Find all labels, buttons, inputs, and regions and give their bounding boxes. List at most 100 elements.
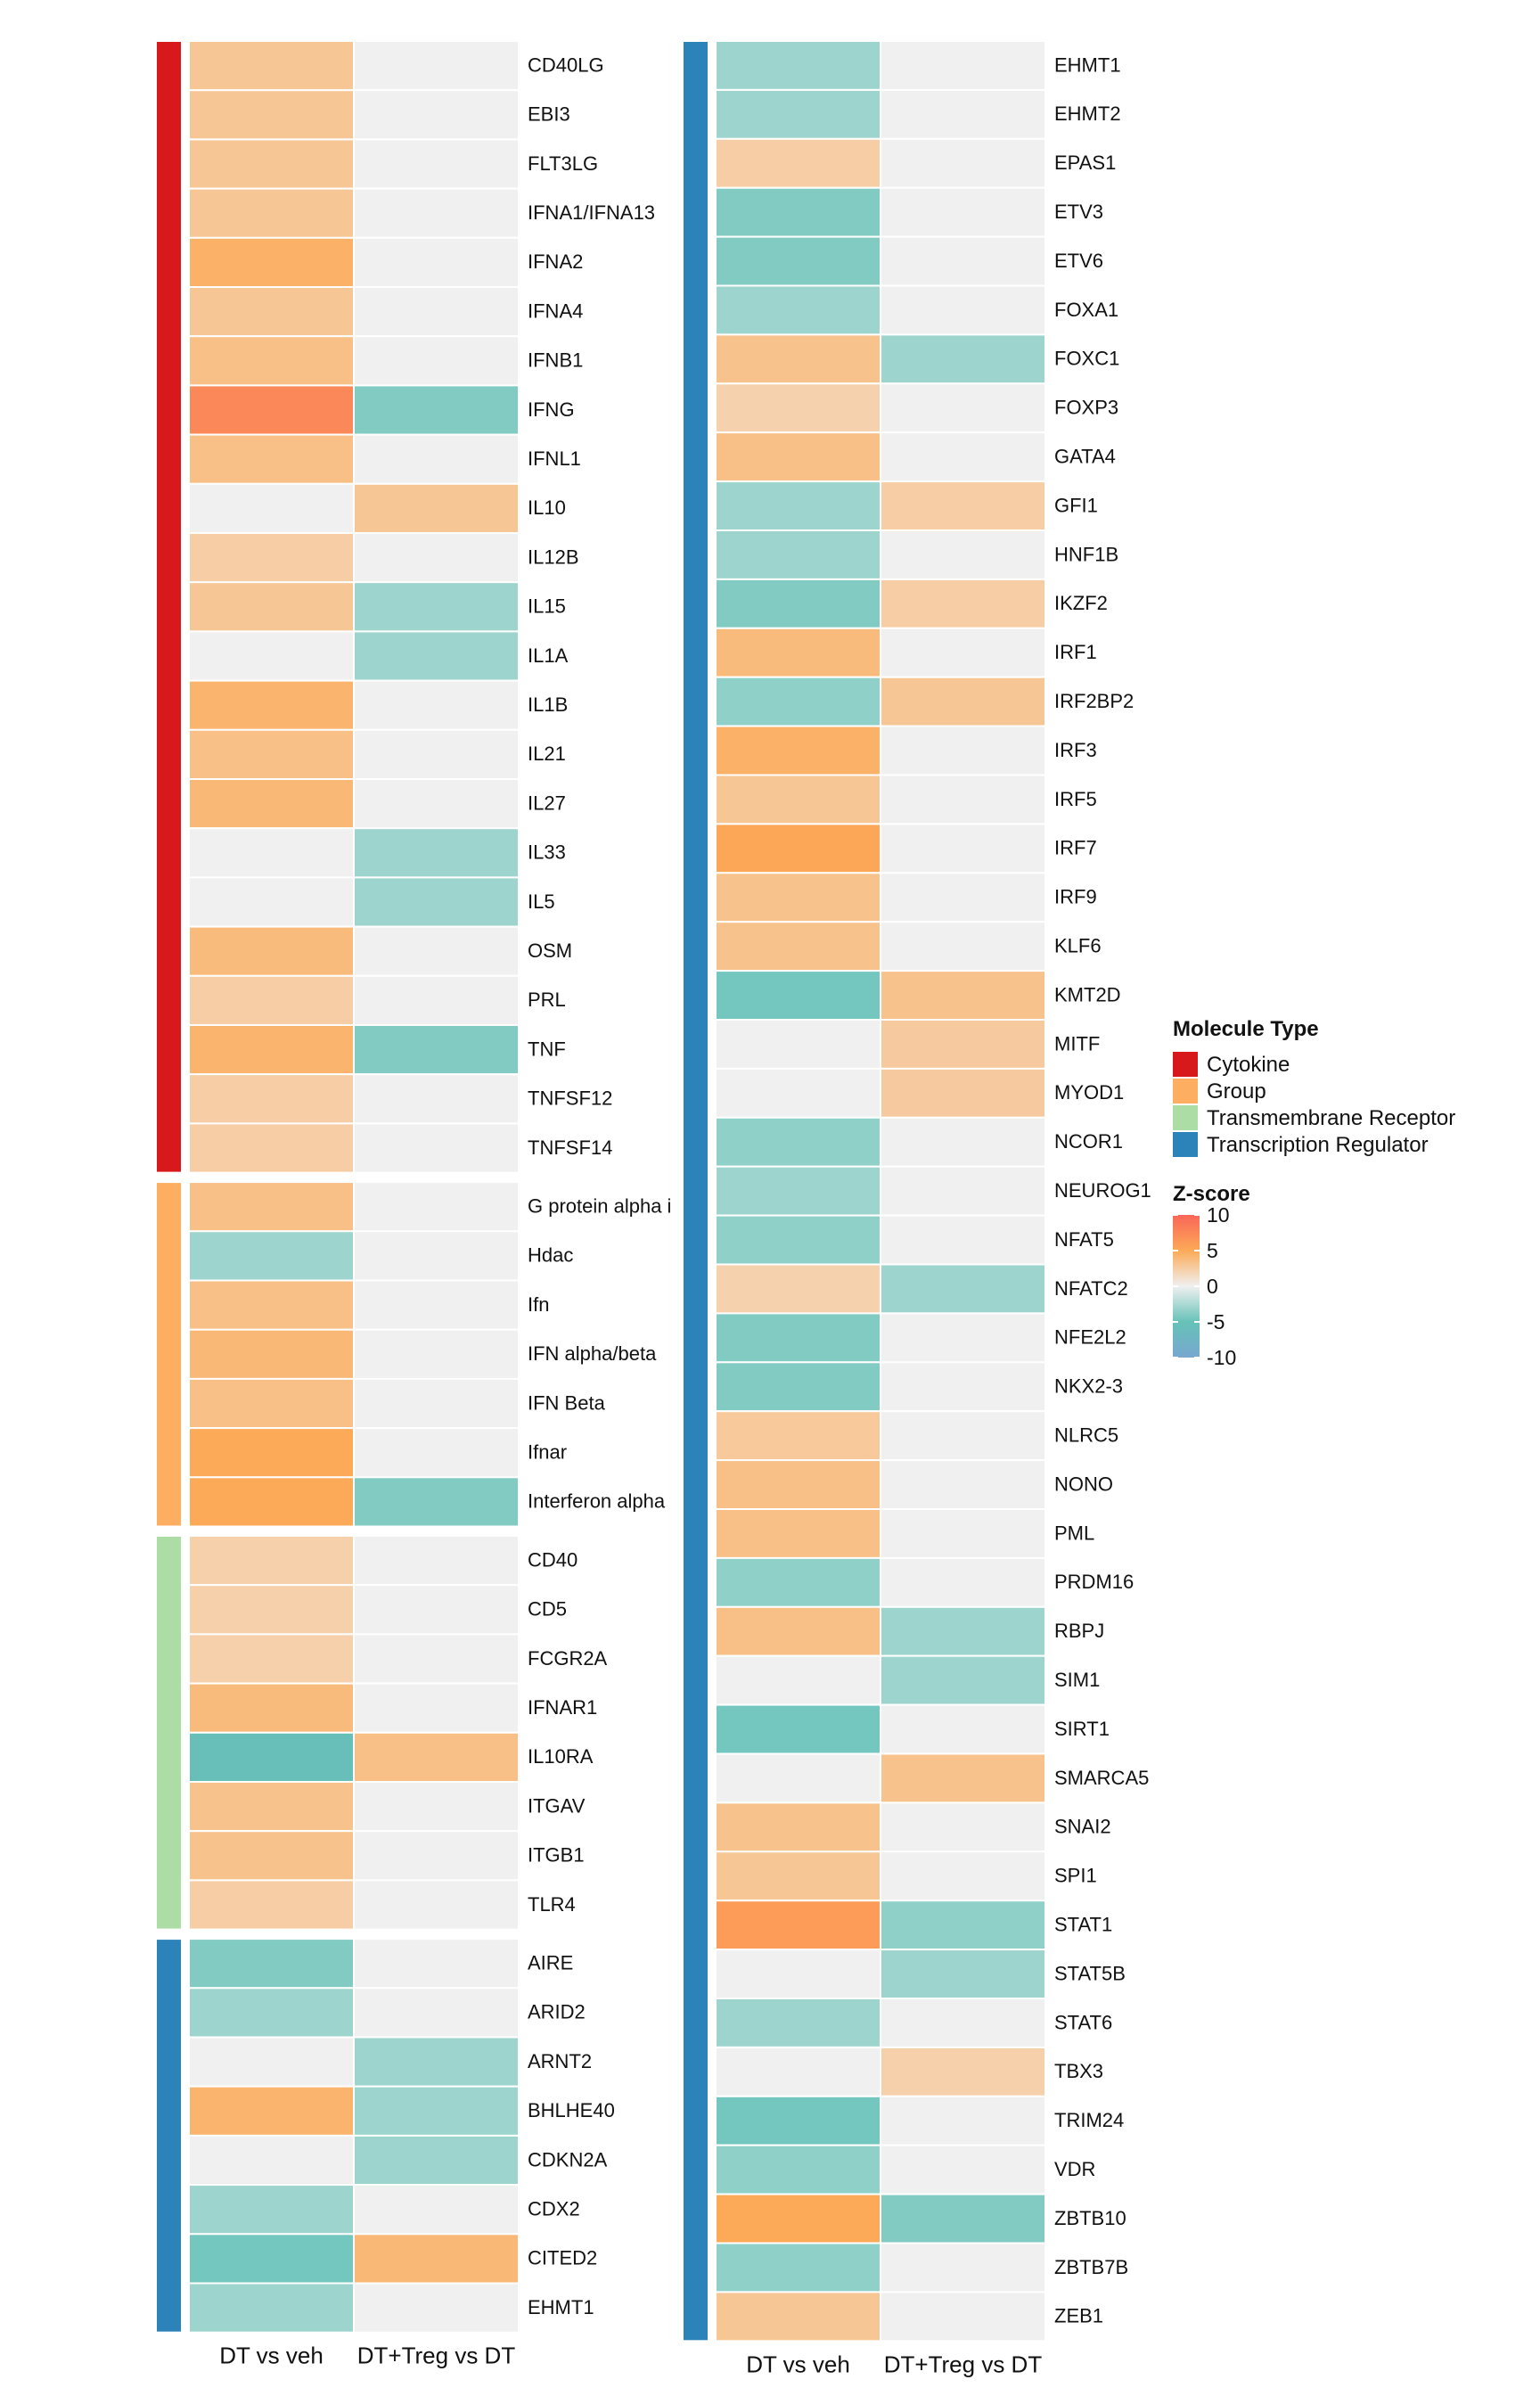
heatmap-cell (353, 40, 520, 92)
heatmap-cell (353, 1731, 520, 1784)
heatmap-cell (188, 89, 355, 141)
heatmap-cell (353, 1230, 520, 1282)
row-label-kmt2d: KMT2D (1054, 983, 1121, 1005)
heatmap-cell (353, 1279, 520, 1331)
heatmap-cell (353, 1181, 520, 1233)
heatmap-cell (715, 1067, 881, 1119)
heatmap-cell (880, 333, 1046, 385)
row-label-cdkn2a: CDKN2A (528, 2148, 608, 2170)
row-label-foxp3: FOXP3 (1054, 397, 1118, 419)
heatmap-cell (880, 1410, 1046, 1462)
column-label-dt-treg-vs-dt: DT+Treg vs DT (884, 2351, 1043, 2377)
zscore-ticks: 10 5 0 -5 -10 (1173, 1203, 1236, 1369)
row-label-gata4: GATA4 (1054, 445, 1116, 467)
heatmap-cell (188, 138, 355, 190)
row-label-mitf: MITF (1054, 1032, 1100, 1054)
heatmap-cell (880, 1752, 1046, 1804)
legend-label-group: Group (1207, 1079, 1266, 1104)
heatmap-cell (880, 627, 1046, 678)
heatmap-cell (715, 480, 881, 531)
row-label-cd5: CD5 (528, 1598, 567, 1621)
row-label-ikzf2: IKZF2 (1054, 592, 1108, 614)
row-label-ifna4: IFNA4 (528, 300, 583, 322)
row-label-irf3: IRF3 (1054, 739, 1097, 761)
heatmap-cell (715, 578, 881, 629)
heatmap-cell (353, 1328, 520, 1380)
heatmap-cell (353, 1879, 520, 1931)
legend-swatch-transmembrane-receptor (1173, 1105, 1198, 1130)
row-label-vdr: VDR (1054, 2158, 1095, 2180)
row-label-aire: AIRE (528, 1952, 573, 1974)
row-label-il33: IL33 (528, 841, 566, 864)
row-label-hnf1b: HNF1B (1054, 543, 1118, 565)
heatmap-cell (188, 728, 355, 780)
row-label-zbtb7b: ZBTB7B (1054, 2256, 1128, 2278)
heatmap-cell (880, 1605, 1046, 1657)
heatmap-cell (188, 630, 355, 682)
heatmap-cell (188, 532, 355, 584)
row-label-il5: IL5 (528, 890, 555, 913)
legend-zscore-title: Z-score (1173, 1182, 1250, 1206)
heatmap-cell (353, 1830, 520, 1882)
heatmap-cell (715, 40, 881, 91)
heatmap-cell (880, 1116, 1046, 1168)
heatmap-cell (353, 1024, 520, 1076)
row-label-osm: OSM (528, 940, 572, 962)
heatmap-cell (715, 382, 881, 434)
heatmap-cell (353, 1633, 520, 1685)
row-label-ifnl1: IFNL1 (528, 447, 581, 470)
heatmap-cell (188, 1073, 355, 1125)
row-label-ifnar1: IFNAR1 (528, 1696, 597, 1719)
heatmap-cell (353, 2036, 520, 2088)
row-label-nfatc2: NFATC2 (1054, 1277, 1128, 1300)
heatmap-cell (880, 1556, 1046, 1608)
molecule-type-bar-cytokine (157, 42, 181, 1172)
row-label-neurog1: NEUROG1 (1054, 1179, 1151, 1202)
molecule-type-bar-transcription-regulator (157, 1940, 181, 2332)
heatmap-cell (188, 1230, 355, 1282)
heatmap-cell (353, 138, 520, 190)
heatmap-cell (715, 1410, 881, 1462)
heatmap-cell (880, 872, 1046, 923)
heatmap-cell (715, 431, 881, 483)
row-label-irf5: IRF5 (1054, 788, 1097, 810)
heatmap-cell (715, 627, 881, 678)
heatmap-cell (188, 1024, 355, 1076)
heatmap-cell (715, 1801, 881, 1853)
row-label-klf6: KLF6 (1054, 934, 1102, 956)
heatmap-cell (188, 2233, 355, 2285)
heatmap-cell (715, 2046, 881, 2097)
heatmap-cell (715, 88, 881, 140)
row-label-arid2: ARID2 (528, 2001, 586, 2023)
row-label-snai2: SNAI2 (1054, 1816, 1111, 1838)
heatmap-cell (188, 1181, 355, 1233)
row-label-ifn-alpha-beta: IFN alpha/beta (528, 1342, 657, 1365)
heatmap-cell (880, 1998, 1046, 2048)
row-label-stat5b: STAT5B (1054, 1962, 1126, 1984)
row-label-ebi3: EBI3 (528, 103, 570, 126)
row-label-il10ra: IL10RA (528, 1745, 594, 1768)
row-label-etv6: ETV6 (1054, 250, 1103, 272)
row-label-irf2bp2: IRF2BP2 (1054, 690, 1134, 712)
heatmap-cell (188, 2085, 355, 2137)
heatmap-cell (353, 335, 520, 387)
row-label-ehmt2: EHMT2 (1054, 103, 1121, 125)
column-label-dt-vs-veh: DT vs veh (219, 2343, 324, 2369)
heatmap-cell (353, 1476, 520, 1528)
row-label-ifng: IFNG (528, 398, 575, 421)
heatmap-cell (715, 1459, 881, 1510)
heatmap-cell (715, 137, 881, 189)
heatmap-cell (880, 823, 1046, 874)
row-label-fcgr2a: FCGR2A (528, 1647, 608, 1670)
heatmap-cell (715, 1605, 881, 1657)
column-label-dt-treg-vs-dt: DT+Treg vs DT (357, 2343, 516, 2369)
heatmap-cell (880, 1508, 1046, 1559)
heatmap-cell (715, 676, 881, 727)
heatmap-cell (188, 1731, 355, 1784)
row-label-ncor1: NCOR1 (1054, 1130, 1123, 1153)
row-label-foxc1: FOXC1 (1054, 348, 1119, 370)
heatmap-cell (353, 1377, 520, 1430)
heatmap-cell (188, 1682, 355, 1734)
heatmap-cell (188, 384, 355, 436)
legend-label-transmembrane-receptor: Transmembrane Receptor (1207, 1106, 1455, 1130)
